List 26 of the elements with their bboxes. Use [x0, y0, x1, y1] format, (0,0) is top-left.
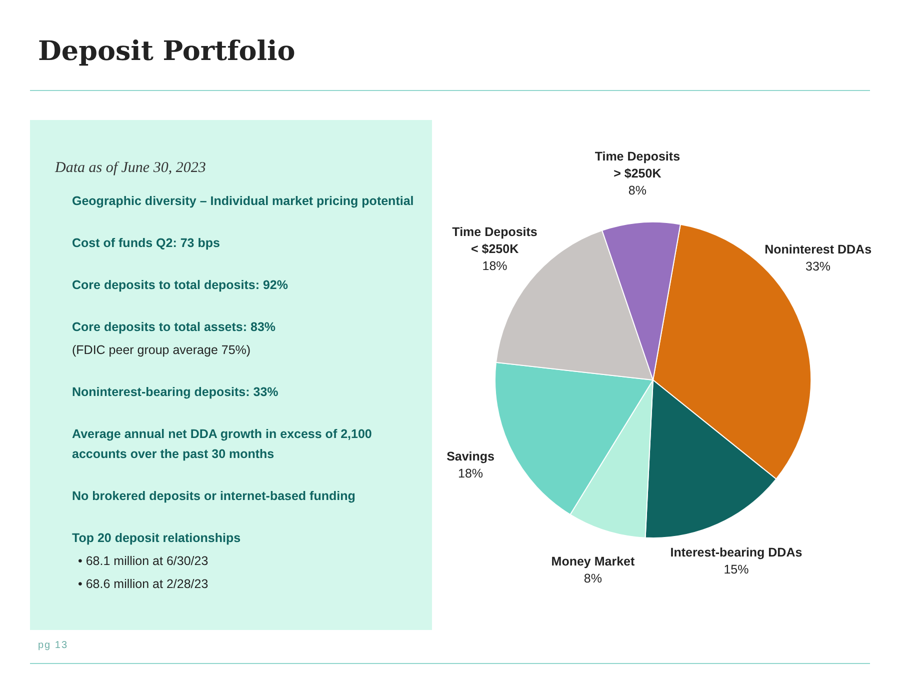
text: Geographic diversity – Individual market pricing potential: [72, 193, 415, 210]
data-label: 33%: [806, 259, 831, 274]
text: No brokered deposits or internet-based funding: [72, 488, 356, 505]
text: Core deposits to total assets: 83%: [72, 319, 277, 336]
text: Average annual net DDA growth in excess of 2,100 accounts over the past 30 months: [72, 426, 373, 463]
slice-label: Savings: [446, 449, 495, 464]
data-label: 8%: [628, 184, 646, 198]
text: Top 20 deposit relationships: [72, 530, 242, 547]
slice-label: Time Deposits > $250K: [594, 150, 680, 181]
text: Cost of funds Q2: 73 bps: [72, 235, 221, 252]
text: • 68.1 million at 6/30/23: [77, 553, 210, 570]
text: • 68.6 million at 2/28/23: [77, 576, 210, 593]
slice-label: Money Market: [551, 554, 636, 568]
data-label: 8%: [584, 571, 602, 586]
data-label: 18%: [458, 466, 484, 480]
data-label: 15%: [724, 562, 749, 577]
slice-label: Interest-bearing DDAs: [670, 546, 802, 560]
slice-label: Time Deposits < $250K: [452, 224, 538, 256]
text: Data as of June 30, 2023: [55, 160, 206, 177]
text: pg 13: [38, 640, 68, 651]
slice-label: Noninterest DDAs: [764, 242, 872, 256]
data-label: 18%: [482, 258, 508, 273]
text: Deposit Portfolio: [38, 36, 296, 67]
text: Core deposits to total deposits: 92%: [72, 277, 290, 294]
text: Noninterest-bearing deposits: 33%: [72, 384, 280, 401]
text: (FDIC peer group average 75%): [72, 342, 252, 359]
